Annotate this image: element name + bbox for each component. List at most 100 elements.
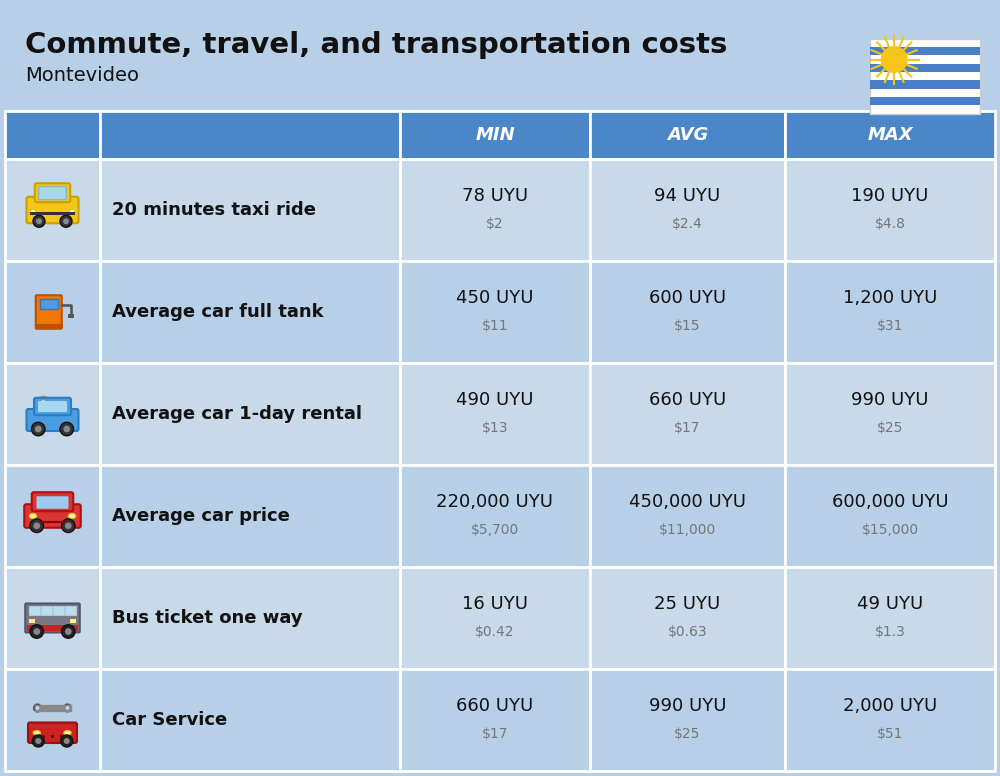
- Circle shape: [30, 519, 44, 532]
- Circle shape: [33, 628, 40, 635]
- Ellipse shape: [68, 514, 76, 518]
- Bar: [590, 669, 785, 771]
- Text: 1,200 UYU: 1,200 UYU: [843, 289, 937, 307]
- Text: 20 minutes taxi ride: 20 minutes taxi ride: [112, 201, 316, 219]
- Bar: [5, 669, 100, 771]
- Text: 25 UYU: 25 UYU: [654, 594, 721, 613]
- Bar: [590, 363, 785, 465]
- Text: AVG: AVG: [667, 126, 708, 144]
- Bar: [785, 669, 995, 771]
- FancyBboxPatch shape: [28, 722, 77, 743]
- Text: 490 UYU: 490 UYU: [456, 391, 534, 409]
- Ellipse shape: [30, 210, 36, 213]
- Bar: [100, 111, 400, 159]
- Ellipse shape: [29, 514, 37, 518]
- Bar: [100, 363, 400, 465]
- Text: Average car full tank: Average car full tank: [112, 303, 324, 321]
- Text: $15: $15: [674, 319, 701, 333]
- Circle shape: [60, 422, 74, 436]
- Text: $11,000: $11,000: [659, 523, 716, 537]
- Text: Car Service: Car Service: [112, 711, 227, 729]
- Bar: [870, 80, 980, 88]
- Text: $5,700: $5,700: [471, 523, 519, 537]
- Bar: [5, 465, 100, 567]
- Circle shape: [881, 46, 908, 73]
- Bar: [100, 159, 400, 261]
- Bar: [785, 159, 995, 261]
- Text: 600,000 UYU: 600,000 UYU: [832, 493, 948, 511]
- Bar: [785, 567, 995, 669]
- Text: TAXI: TAXI: [45, 190, 60, 196]
- Text: Average car price: Average car price: [112, 507, 290, 525]
- FancyBboxPatch shape: [35, 183, 70, 203]
- Bar: [785, 261, 995, 363]
- Circle shape: [62, 519, 75, 532]
- Bar: [400, 363, 590, 465]
- Text: 2,000 UYU: 2,000 UYU: [843, 697, 937, 715]
- Bar: [30, 212, 75, 214]
- Text: MIN: MIN: [475, 126, 515, 144]
- Text: $31: $31: [877, 319, 903, 333]
- Circle shape: [65, 628, 72, 635]
- Text: 600 UYU: 600 UYU: [649, 289, 726, 307]
- Bar: [34, 324, 63, 327]
- Circle shape: [38, 397, 49, 407]
- Bar: [5, 261, 100, 363]
- FancyBboxPatch shape: [34, 398, 71, 415]
- Text: $25: $25: [877, 421, 903, 435]
- Text: $0.42: $0.42: [475, 625, 515, 639]
- Text: $4.8: $4.8: [875, 217, 905, 231]
- Circle shape: [51, 735, 54, 738]
- Text: $1.3: $1.3: [875, 625, 905, 639]
- Text: 78 UYU: 78 UYU: [462, 187, 528, 205]
- Text: MAX: MAX: [867, 126, 913, 144]
- Text: Bus ticket one way: Bus ticket one way: [112, 609, 303, 627]
- Bar: [400, 567, 590, 669]
- Bar: [400, 465, 590, 567]
- Circle shape: [60, 215, 72, 227]
- Text: $2: $2: [486, 217, 504, 231]
- Text: 190 UYU: 190 UYU: [851, 187, 929, 205]
- Ellipse shape: [69, 210, 75, 213]
- Circle shape: [42, 735, 45, 738]
- Text: 16 UYU: 16 UYU: [462, 594, 528, 613]
- Text: $15,000: $15,000: [861, 523, 919, 537]
- FancyBboxPatch shape: [24, 504, 81, 528]
- Text: $2.4: $2.4: [672, 217, 703, 231]
- FancyBboxPatch shape: [32, 492, 73, 511]
- Circle shape: [61, 735, 73, 747]
- FancyBboxPatch shape: [36, 295, 62, 329]
- Text: Average car 1-day rental: Average car 1-day rental: [112, 405, 362, 423]
- Text: $17: $17: [482, 727, 508, 741]
- Bar: [870, 39, 980, 113]
- Circle shape: [64, 738, 70, 744]
- Bar: [100, 261, 400, 363]
- Bar: [870, 64, 980, 72]
- Bar: [29, 618, 35, 622]
- Circle shape: [64, 705, 71, 712]
- Bar: [41, 606, 52, 615]
- FancyBboxPatch shape: [25, 604, 80, 632]
- Bar: [65, 606, 76, 615]
- Text: $0.63: $0.63: [668, 625, 707, 639]
- Circle shape: [63, 218, 69, 224]
- Circle shape: [30, 625, 44, 638]
- FancyBboxPatch shape: [36, 496, 68, 509]
- Text: $51: $51: [877, 727, 903, 741]
- Circle shape: [63, 425, 70, 432]
- Text: 220,000 UYU: 220,000 UYU: [436, 493, 554, 511]
- Circle shape: [32, 735, 44, 747]
- Circle shape: [34, 705, 41, 712]
- Circle shape: [33, 522, 40, 529]
- Bar: [29, 606, 40, 615]
- Bar: [40, 299, 58, 309]
- FancyBboxPatch shape: [26, 409, 78, 431]
- Bar: [590, 567, 785, 669]
- Circle shape: [36, 706, 39, 710]
- Text: 450 UYU: 450 UYU: [456, 289, 534, 307]
- Circle shape: [41, 400, 46, 404]
- Text: 94 UYU: 94 UYU: [654, 187, 721, 205]
- Text: 450,000 UYU: 450,000 UYU: [629, 493, 746, 511]
- Bar: [785, 363, 995, 465]
- Text: 660 UYU: 660 UYU: [649, 391, 726, 409]
